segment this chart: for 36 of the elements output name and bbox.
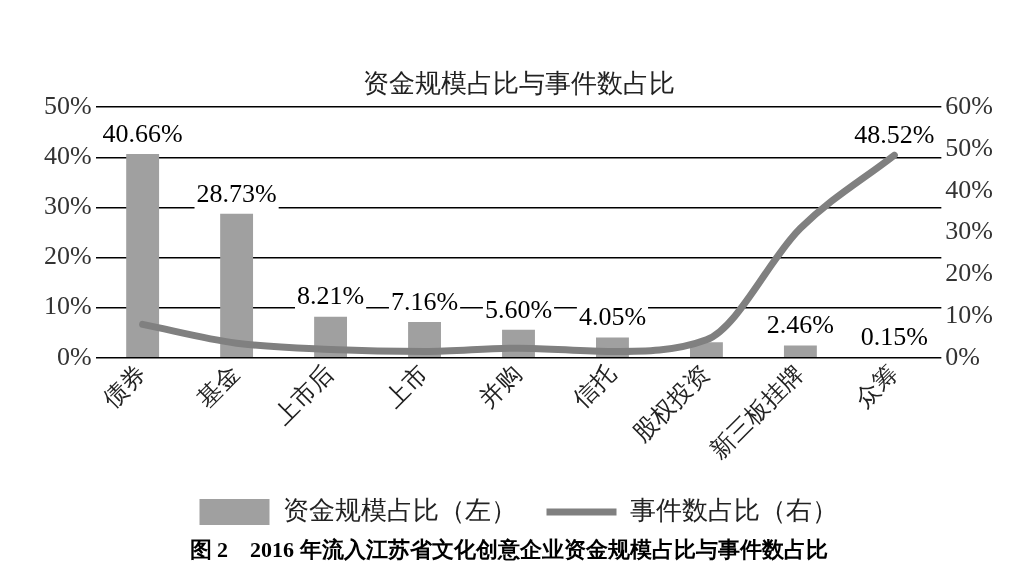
data-label: 28.73% [196, 178, 277, 208]
data-label: 2.46% [766, 310, 834, 340]
x-tick-label: 信托 [568, 360, 621, 413]
x-tick-label: 基金 [192, 360, 245, 413]
y2-tick-label: 20% [945, 258, 994, 288]
x-tick-label: 上市后 [269, 360, 339, 430]
y-tick-label: 30% [43, 191, 92, 221]
y2-tick-label: 60% [945, 91, 994, 121]
y2-tick-label: 50% [945, 132, 994, 162]
y-tick-label: 0% [56, 341, 92, 371]
chart-title: 资金规模占比与事件数占比 [362, 69, 675, 99]
data-label: 48.52% [854, 119, 935, 149]
y2-tick-label: 30% [945, 216, 994, 246]
y-tick-label: 40% [43, 141, 92, 171]
y2-tick-label: 40% [945, 174, 994, 204]
bar [220, 213, 254, 358]
y-tick-label: 50% [43, 91, 92, 121]
data-label: 0.15% [860, 321, 928, 351]
bar [126, 154, 160, 358]
y-tick-label: 20% [43, 241, 92, 271]
data-label: 4.05% [578, 302, 647, 332]
y2-tick-label: 10% [945, 299, 994, 329]
x-tick-label: 上市 [380, 360, 433, 413]
x-tick-label: 债券 [98, 360, 151, 413]
data-label: 40.66% [102, 118, 183, 148]
data-label: 7.16% [390, 286, 459, 316]
data-label: 5.60% [484, 294, 553, 324]
legend-label: 事件数占比（右） [629, 495, 838, 525]
legend-label: 资金规模占比（左） [282, 495, 517, 525]
caption: 图 2 2016 年流入江苏省文化创意企业资金规模占比与事件数占比 [188, 536, 829, 564]
y2-tick-label: 0% [945, 341, 981, 371]
y-tick-label: 10% [43, 291, 92, 321]
x-tick-label: 并购 [474, 360, 527, 413]
data-label: 8.21% [296, 281, 365, 311]
x-tick-label: 众筹 [850, 360, 903, 413]
bar [783, 345, 817, 358]
